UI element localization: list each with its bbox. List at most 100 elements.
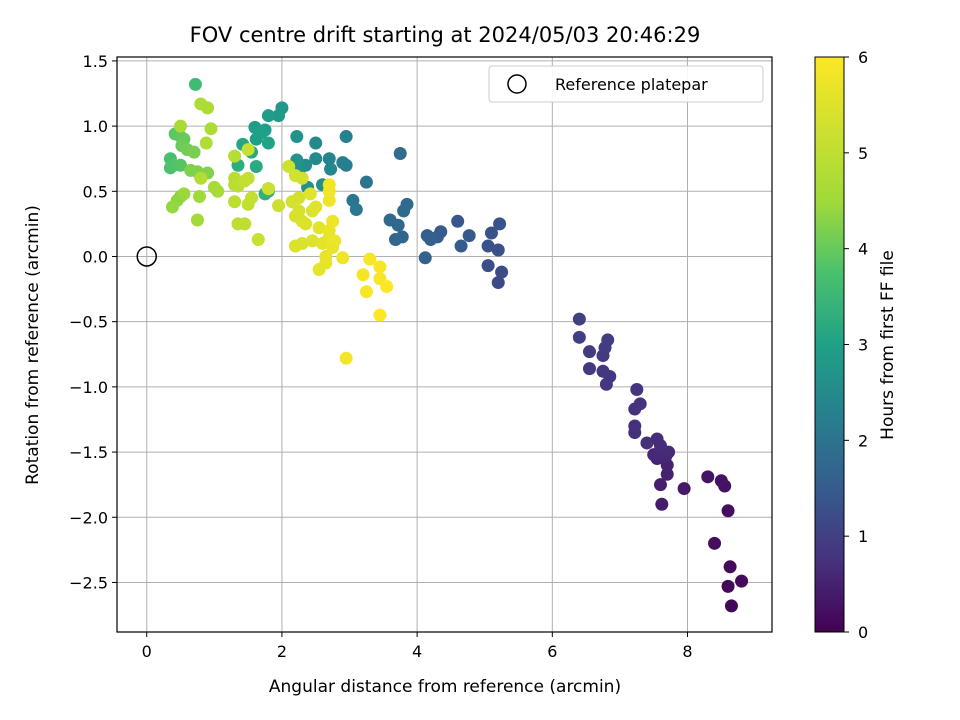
legend-box	[488, 65, 764, 103]
data-point	[295, 171, 309, 185]
data-point	[493, 217, 507, 231]
data-point	[288, 239, 302, 253]
y-tick-label: −0.5	[69, 313, 108, 332]
data-point	[324, 162, 338, 176]
data-point	[326, 214, 340, 228]
data-point	[187, 145, 201, 159]
data-point	[204, 122, 218, 136]
data-point	[582, 345, 596, 359]
data-point	[336, 156, 350, 170]
data-point	[735, 574, 749, 588]
data-point	[174, 119, 188, 133]
data-point	[199, 136, 213, 150]
data-point	[714, 474, 728, 488]
plot-frame	[116, 56, 773, 633]
y-tick-label: −1.5	[69, 443, 108, 462]
data-point	[319, 249, 333, 263]
data-point	[724, 599, 738, 613]
data-point	[349, 203, 363, 217]
colorbar-tick-label: 3	[858, 336, 868, 355]
data-point	[373, 260, 387, 274]
data-point	[272, 109, 286, 123]
data-point	[211, 184, 225, 198]
data-point	[640, 436, 654, 450]
x-tick-label: 0	[142, 642, 152, 661]
data-point	[655, 497, 669, 511]
data-point	[177, 187, 191, 201]
x-tick-label: 8	[682, 642, 692, 661]
data-point	[677, 482, 691, 496]
x-tick-label: 2	[277, 642, 287, 661]
data-point	[596, 364, 610, 378]
data-point	[238, 217, 252, 231]
data-point	[322, 178, 336, 192]
data-point	[400, 197, 414, 211]
colorbar-tick-label: 2	[858, 431, 868, 450]
data-point	[721, 579, 735, 593]
data-point	[723, 560, 737, 574]
x-tick-label: 6	[547, 642, 557, 661]
y-tick-label: 1.5	[83, 52, 108, 71]
data-point	[322, 152, 336, 166]
data-point	[339, 130, 353, 144]
y-tick-label: 1.0	[83, 117, 108, 136]
legend: Reference platepar	[488, 65, 764, 103]
data-point	[251, 233, 265, 247]
data-point	[481, 239, 495, 253]
data-point	[174, 158, 188, 172]
data-point	[192, 190, 206, 204]
data-point	[194, 171, 208, 185]
data-point	[336, 251, 350, 265]
data-point	[601, 333, 615, 347]
data-point	[388, 233, 402, 247]
data-point	[572, 330, 586, 344]
data-point	[491, 243, 505, 257]
colorbar-tick-label: 0	[858, 623, 868, 642]
data-point	[328, 234, 342, 248]
data-point	[356, 268, 370, 282]
data-point	[285, 195, 299, 209]
data-point	[383, 213, 397, 227]
y-axis: −2.5 −2.0 −1.5 −1.0 −0.5 0.0 0.5 1.0 1.5	[69, 52, 117, 592]
data-point	[255, 126, 269, 140]
y-axis-label: Rotation from reference (arcmin)	[23, 205, 43, 485]
y-tick-label: −2.5	[69, 573, 108, 592]
x-tick-label: 4	[412, 642, 422, 661]
data-point	[481, 259, 495, 273]
data-point	[495, 265, 509, 279]
colorbar-tick-label: 6	[858, 48, 868, 67]
data-point	[359, 175, 373, 189]
chart-title: FOV centre drift starting at 2024/05/03 …	[190, 23, 701, 47]
data-point	[309, 152, 323, 166]
data-point	[322, 193, 336, 207]
data-point	[451, 214, 465, 228]
data-point	[359, 285, 373, 299]
grid-lines	[117, 57, 772, 632]
data-point	[272, 199, 286, 213]
data-point	[393, 146, 407, 160]
data-point	[249, 160, 263, 174]
data-point	[650, 432, 664, 446]
data-point	[462, 229, 476, 243]
data-point	[363, 252, 377, 266]
x-axis-label: Angular distance from reference (arcmin)	[269, 677, 621, 697]
data-point	[261, 109, 275, 123]
y-tick-label: −2.0	[69, 508, 108, 527]
colorbar: 0 1 2 3 4 5 6 Hours from first FF file	[814, 48, 898, 642]
data-point	[339, 351, 353, 365]
data-point	[188, 77, 202, 91]
data-point	[261, 136, 275, 150]
data-point	[582, 362, 596, 376]
y-tick-label: −1.0	[69, 378, 108, 397]
data-point	[721, 504, 735, 518]
data-point	[282, 160, 296, 174]
reference-point	[136, 246, 157, 267]
y-tick-label: 0.0	[83, 247, 108, 266]
data-point	[491, 276, 505, 290]
data-point	[309, 136, 323, 150]
data-point	[424, 233, 438, 247]
x-axis: 0 2 4 6 8	[142, 632, 693, 661]
colorbar-tick-label: 4	[858, 240, 868, 259]
data-point	[190, 213, 204, 227]
